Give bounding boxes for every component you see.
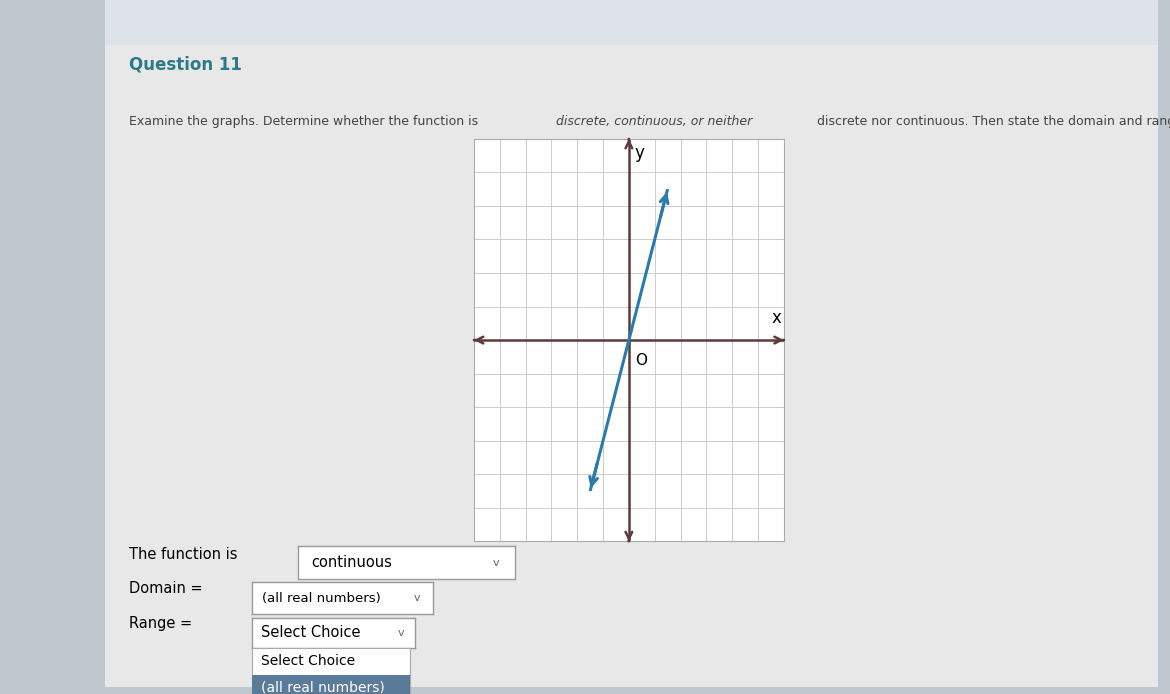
Text: Examine the graphs. Determine whether the function is: Examine the graphs. Determine whether th… [129,115,482,128]
Text: x: x [771,309,782,327]
Text: O: O [635,353,647,369]
Text: (all real numbers): (all real numbers) [262,592,381,604]
Text: y: y [634,144,644,162]
Text: Select Choice: Select Choice [261,625,360,641]
Text: The function is: The function is [129,547,238,561]
Text: discrete nor continuous. Then state the domain and range of the fu: discrete nor continuous. Then state the … [813,115,1170,128]
Text: continuous: continuous [311,555,392,570]
Text: Range =: Range = [129,616,192,631]
Text: discrete, continuous, or neither: discrete, continuous, or neither [556,115,752,128]
Text: v: v [493,558,500,568]
Text: Question 11: Question 11 [129,56,241,74]
Text: v: v [398,628,404,638]
Text: Select Choice: Select Choice [261,654,356,668]
Text: Domain =: Domain = [129,582,202,596]
Bar [252,675,410,694]
Text: v: v [413,593,420,603]
Text: (all real numbers): (all real numbers) [261,681,385,694]
